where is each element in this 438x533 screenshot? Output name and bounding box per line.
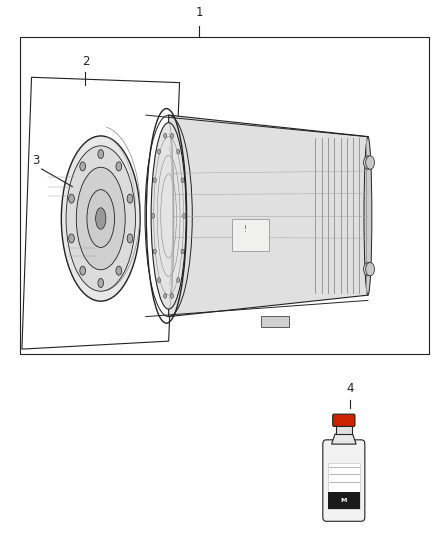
Ellipse shape	[69, 234, 74, 243]
Ellipse shape	[366, 156, 374, 169]
Ellipse shape	[177, 149, 180, 154]
Ellipse shape	[364, 156, 372, 169]
FancyBboxPatch shape	[333, 414, 355, 426]
Ellipse shape	[170, 294, 173, 298]
Ellipse shape	[177, 278, 180, 282]
Ellipse shape	[69, 194, 74, 203]
Ellipse shape	[153, 178, 156, 183]
Ellipse shape	[87, 190, 115, 247]
Ellipse shape	[76, 167, 125, 270]
Ellipse shape	[116, 266, 122, 275]
Bar	[261, 316, 289, 327]
Polygon shape	[169, 115, 368, 317]
Ellipse shape	[80, 266, 85, 275]
Ellipse shape	[98, 150, 103, 159]
Ellipse shape	[98, 278, 103, 287]
Ellipse shape	[158, 149, 161, 154]
Ellipse shape	[153, 249, 156, 254]
Ellipse shape	[164, 133, 167, 138]
Ellipse shape	[183, 213, 186, 219]
FancyBboxPatch shape	[323, 440, 365, 521]
Ellipse shape	[181, 249, 184, 254]
Ellipse shape	[127, 234, 133, 243]
Ellipse shape	[164, 294, 167, 298]
Bar	[328, 491, 360, 509]
Text: M: M	[341, 498, 347, 503]
Ellipse shape	[152, 213, 155, 219]
Ellipse shape	[127, 194, 133, 203]
Bar	[336, 424, 352, 434]
Ellipse shape	[366, 263, 374, 276]
Text: 3: 3	[33, 155, 40, 167]
Ellipse shape	[158, 278, 161, 282]
Bar	[232, 219, 269, 251]
Text: 1: 1	[195, 6, 203, 19]
Ellipse shape	[95, 208, 106, 229]
Ellipse shape	[364, 263, 372, 276]
Ellipse shape	[181, 178, 184, 183]
Text: 2: 2	[81, 55, 89, 68]
Ellipse shape	[61, 136, 140, 301]
Ellipse shape	[66, 146, 135, 291]
Bar	[328, 463, 360, 509]
Ellipse shape	[80, 162, 85, 171]
Text: 4: 4	[346, 383, 354, 395]
Ellipse shape	[364, 136, 372, 295]
Text: !: !	[244, 225, 247, 233]
Polygon shape	[332, 434, 356, 444]
Ellipse shape	[116, 162, 122, 171]
Ellipse shape	[170, 133, 173, 138]
Ellipse shape	[151, 123, 186, 309]
Bar	[20, 37, 429, 354]
